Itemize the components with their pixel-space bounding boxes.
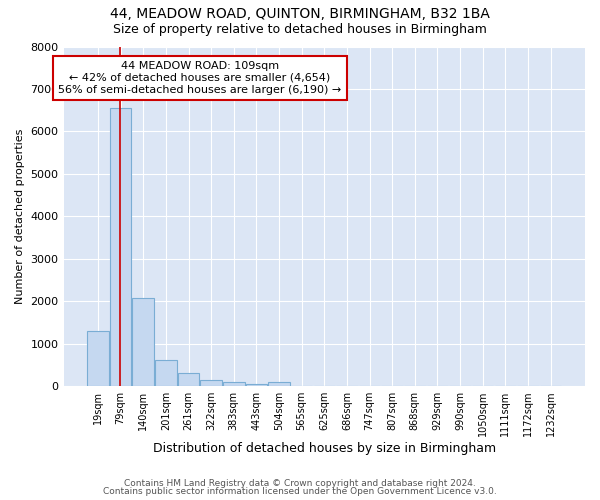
Bar bbox=[268, 382, 290, 386]
Bar bbox=[178, 374, 199, 386]
Bar bbox=[245, 384, 267, 386]
Text: 44 MEADOW ROAD: 109sqm
← 42% of detached houses are smaller (4,654)
56% of semi-: 44 MEADOW ROAD: 109sqm ← 42% of detached… bbox=[58, 62, 341, 94]
Bar bbox=[133, 298, 154, 386]
Bar bbox=[155, 360, 176, 386]
Text: Contains public sector information licensed under the Open Government Licence v3: Contains public sector information licen… bbox=[103, 487, 497, 496]
Text: Size of property relative to detached houses in Birmingham: Size of property relative to detached ho… bbox=[113, 22, 487, 36]
Bar bbox=[200, 380, 222, 386]
Bar bbox=[223, 382, 245, 386]
Bar bbox=[87, 331, 109, 386]
Y-axis label: Number of detached properties: Number of detached properties bbox=[15, 128, 25, 304]
X-axis label: Distribution of detached houses by size in Birmingham: Distribution of detached houses by size … bbox=[153, 442, 496, 455]
Bar bbox=[110, 108, 131, 386]
Text: Contains HM Land Registry data © Crown copyright and database right 2024.: Contains HM Land Registry data © Crown c… bbox=[124, 478, 476, 488]
Text: 44, MEADOW ROAD, QUINTON, BIRMINGHAM, B32 1BA: 44, MEADOW ROAD, QUINTON, BIRMINGHAM, B3… bbox=[110, 8, 490, 22]
